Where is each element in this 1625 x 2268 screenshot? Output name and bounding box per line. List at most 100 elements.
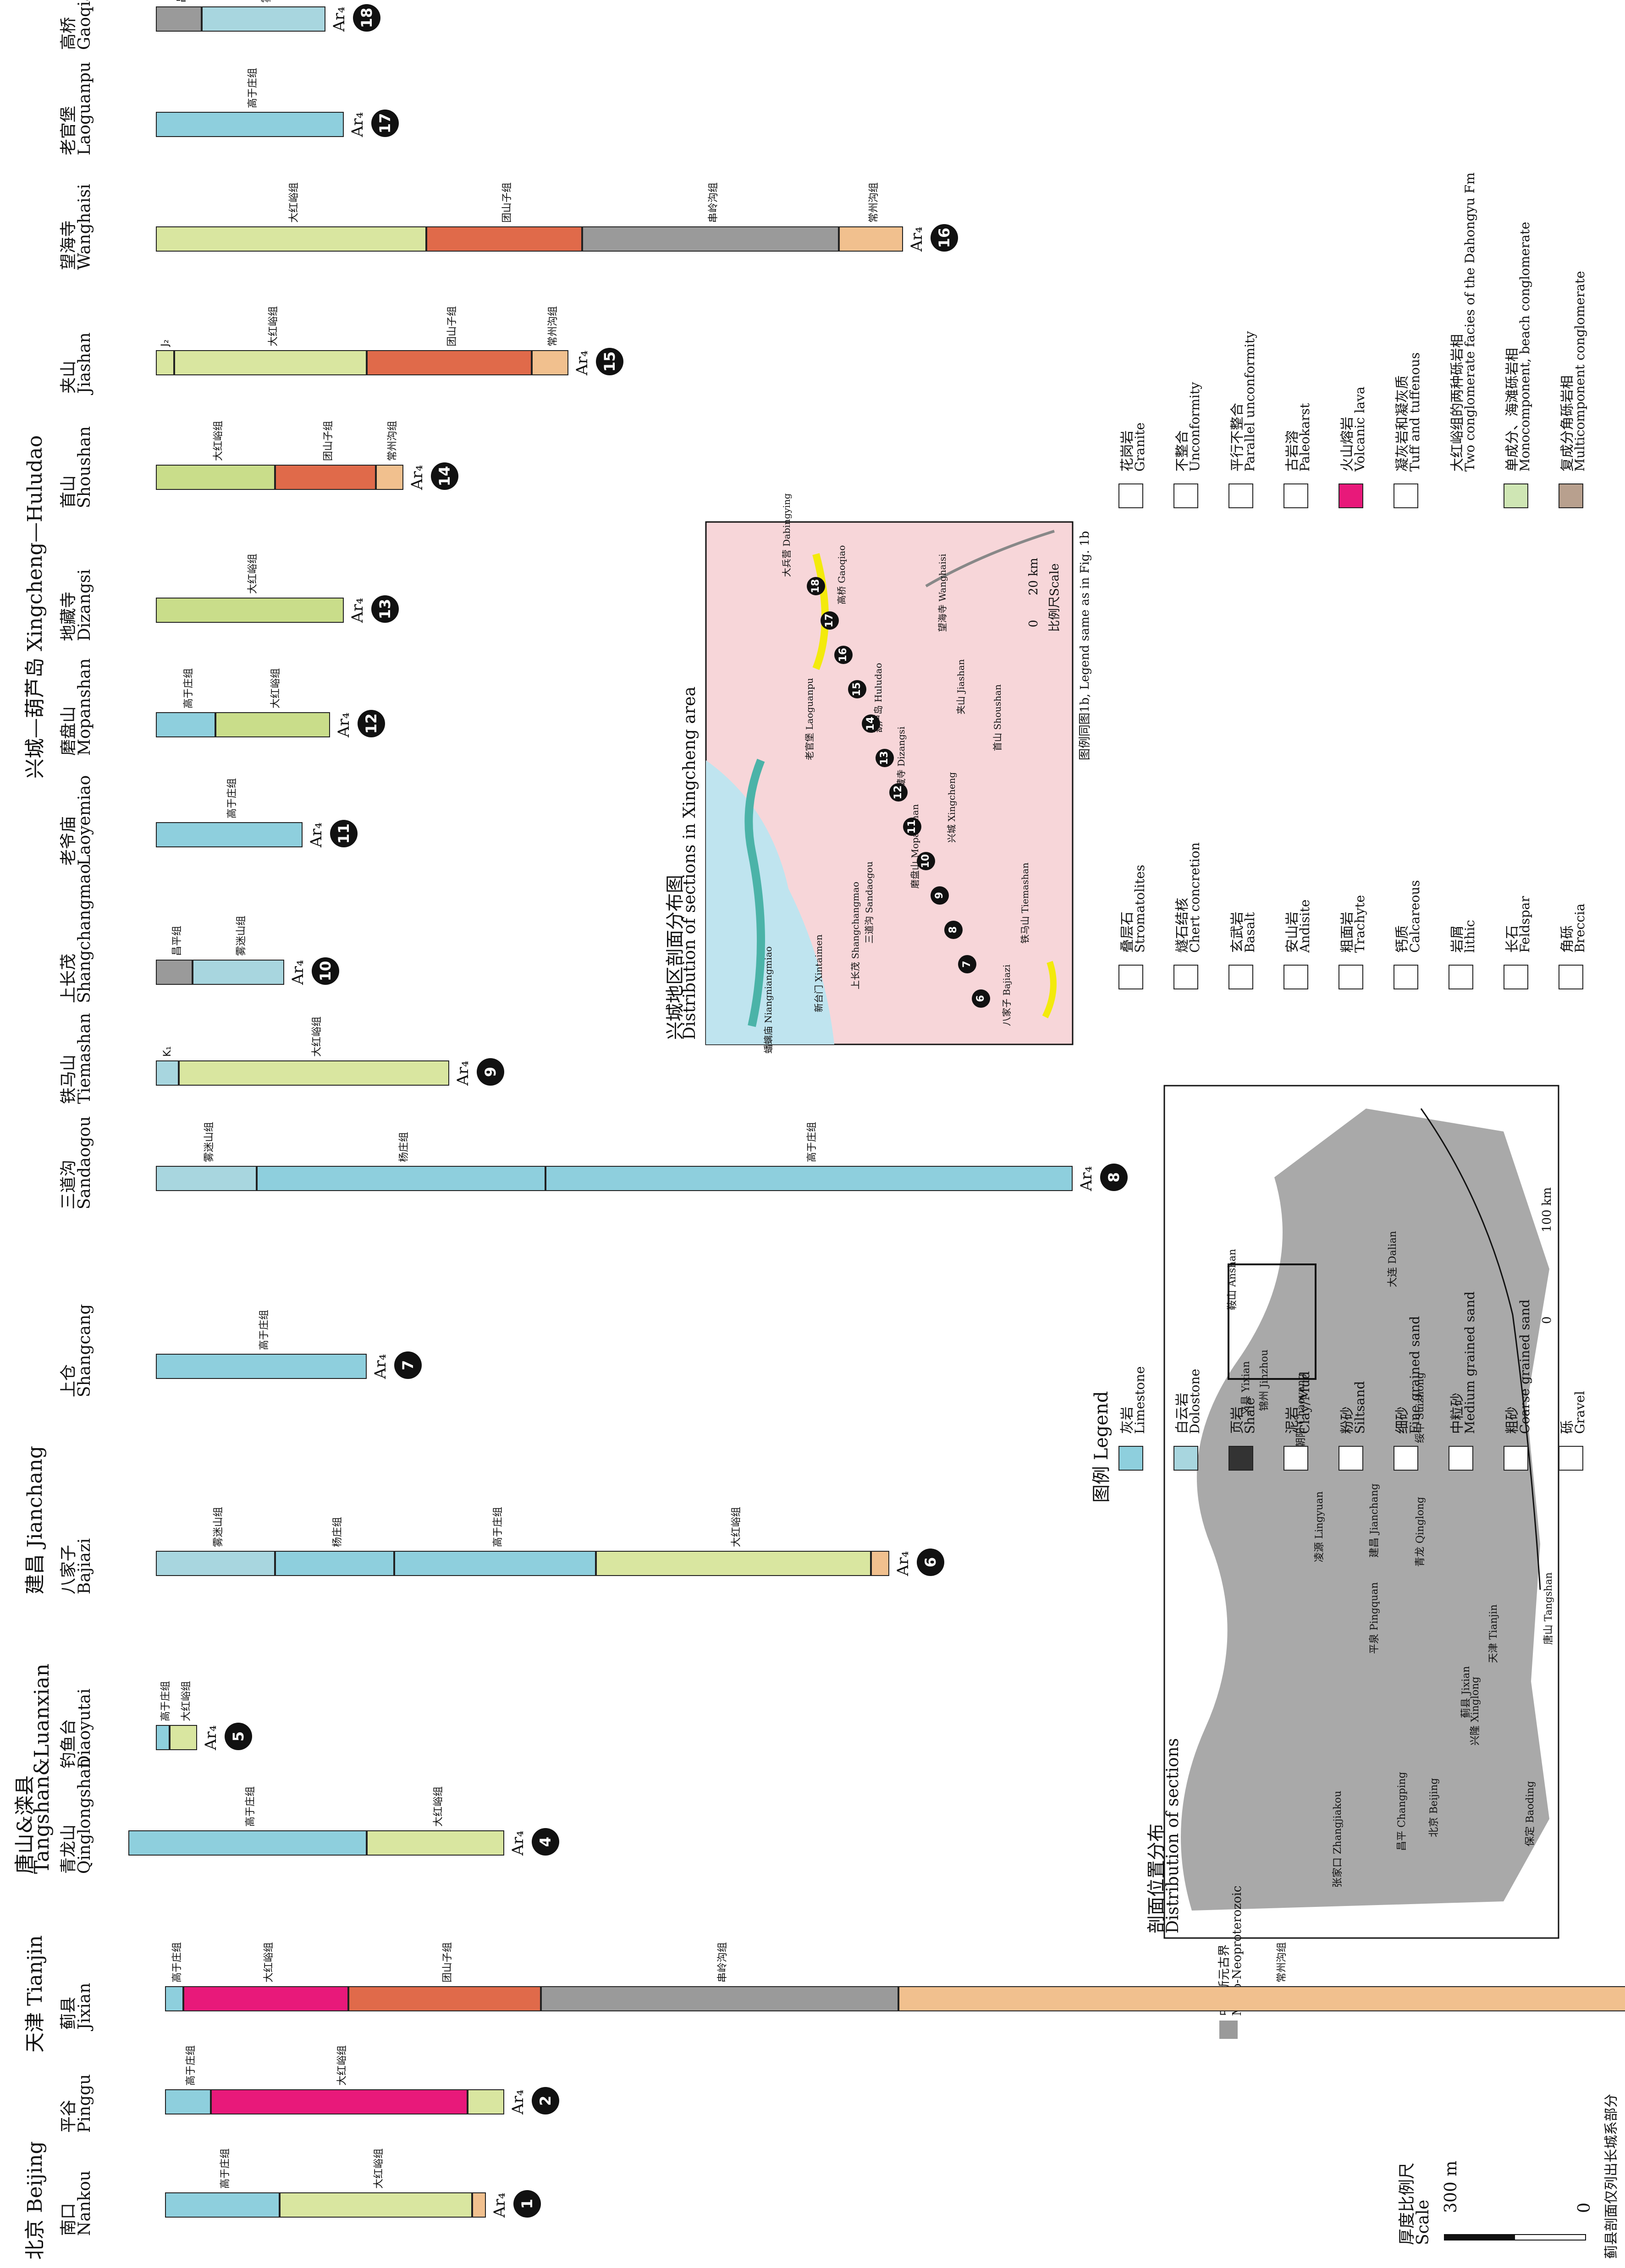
regional-map-svg: [1163, 1085, 1559, 1939]
legend-swatch-clay: [1283, 1446, 1308, 1471]
legend-swatch-basalt: [1228, 965, 1253, 989]
legend-swatch-granite: [1118, 483, 1143, 508]
unit-block: [156, 465, 275, 490]
section-name-en: Wanghaisi: [75, 184, 94, 270]
unit-label: 高于庄组: [806, 1121, 818, 1162]
inset-section-marker: 17: [821, 611, 839, 630]
unit-label: 大红峪组: [336, 2045, 348, 2086]
unit-label: 高于庄组: [171, 1942, 183, 1982]
basement-label: Ar₄: [330, 6, 348, 32]
legend-label-en: Stromatolites: [1132, 864, 1147, 953]
section-number: 5: [225, 1723, 252, 1750]
unit-label: 团山子组: [446, 306, 458, 346]
legend-swatch-mono: [1504, 483, 1528, 508]
section-name-en: Jixian: [75, 1982, 94, 2030]
inset-place-label: 高桥 Gaoqiao: [836, 545, 847, 604]
unit-block: [156, 6, 202, 32]
legend-swatch-tuff: [1394, 483, 1418, 508]
legend-swatch-gravel: [1559, 1446, 1583, 1471]
map-legend-swatch: [1219, 2021, 1238, 2039]
unit-label: 雾迷山组: [236, 915, 247, 956]
unit-block: [170, 1725, 197, 1750]
unit-block: [156, 1725, 170, 1750]
unit-label: 杨庄组: [398, 1131, 410, 1162]
section-name-en: Shoushan: [75, 426, 94, 508]
inset-place-label: 三道沟 Sandaogou: [864, 861, 875, 944]
section-number: 8: [1100, 1164, 1128, 1191]
region-xingcheng: 兴城—葫芦岛 Xingcheng—Huludao: [23, 435, 47, 779]
legend-label-en: Feldspar: [1517, 896, 1532, 953]
unit-label: 大红峪组: [268, 306, 279, 346]
inset-section-marker: 15: [848, 680, 866, 698]
legend-label-en: Chert concretion: [1187, 842, 1202, 953]
legend-label-en: Andisite: [1297, 899, 1312, 953]
inset-place-label: 铁马山 Tiemashan: [1019, 862, 1030, 944]
section-name-en: Gaoqiao: [75, 0, 94, 50]
legend-swatch-coarse: [1504, 1446, 1528, 1471]
unit-block: [257, 1166, 545, 1191]
unit-label: 高于庄组: [245, 1786, 256, 1827]
inset-scale-val: 20 km: [1027, 558, 1041, 595]
region-beijing: 北京 Beijing: [23, 2141, 47, 2260]
regional-map: 剖面位置分布 Distribution of sections 中、新元古界 M…: [1137, 1076, 1595, 2048]
section-number: 9: [477, 1058, 504, 1086]
unit-label: 高于庄组: [185, 2045, 197, 2086]
legend-label-en: Breccia: [1572, 903, 1587, 953]
legend-swatch-parallel: [1228, 483, 1253, 508]
legend-swatch-lava: [1339, 483, 1363, 508]
section-name-en: Diaoyutai: [75, 1688, 94, 1768]
unit-label: 常州沟组: [868, 182, 880, 223]
unit-label: 高于庄组: [220, 2148, 231, 2189]
legend-swatch-fine: [1394, 1446, 1418, 1471]
unit-block: [156, 1166, 257, 1191]
unit-block: [165, 2089, 211, 2114]
inset-place-label: 蟠螭庙 Niangniangmiao: [763, 946, 774, 1054]
unit-block: [898, 1986, 1625, 2011]
unit-label: 大红峪组: [181, 1680, 192, 1721]
unit-label: 大红峪组: [433, 1786, 444, 1827]
unit-label: 高于庄组: [226, 778, 238, 818]
section-number: 14: [431, 462, 458, 490]
legend: 图例 Legend 灰岩 Limestone 白云岩 Dolostone 页岩 Shale…: [1082, 41, 1623, 1507]
scale-bottom-label: 0: [1575, 2202, 1594, 2213]
unit-block: [156, 1551, 275, 1576]
section-name-en: Laoguanpu: [75, 61, 94, 155]
section-name-en: Sandaogou: [75, 1116, 94, 1209]
unit-label: 串岭沟组: [717, 1942, 728, 1982]
legend-swatch-dolostone: [1173, 1446, 1198, 1471]
unit-label: 高于庄组: [247, 67, 259, 108]
legend-label-en: Limestone: [1132, 1366, 1147, 1434]
section-number: 16: [931, 224, 958, 252]
section-number: 10: [312, 957, 339, 985]
inset-section-marker: 6: [972, 989, 990, 1008]
unit-block: [156, 1060, 179, 1086]
inset-section-marker: 7: [958, 955, 976, 973]
unit-block: [376, 465, 403, 490]
unit-block: [174, 350, 367, 375]
unit-label: 大红峪组: [263, 1942, 275, 1982]
unit-label: 高于庄组: [259, 1309, 270, 1350]
legend-swatch-trachyte: [1339, 965, 1363, 989]
basement-label: Ar₄: [348, 112, 367, 137]
legend-swatch-andesite: [1283, 965, 1308, 989]
unit-block: [541, 1986, 898, 2011]
legend-swatch-silt: [1339, 1446, 1363, 1471]
unit-block: [215, 712, 330, 737]
footnote: 蓟县剖面仅列出长城系部分: [1603, 2094, 1619, 2259]
thickness-scale: 厚度比例尺 Scale 300 m 0 蓟县剖面仅列出长城系部分: [1394, 2094, 1619, 2259]
legend-label-en: Monocomponent, beach conglomerate: [1517, 221, 1532, 472]
section-name-en: Laoyemiao: [75, 775, 94, 866]
inset-section-marker: 9: [931, 886, 949, 905]
inset-scale-zero: 0: [1027, 620, 1041, 627]
scale-bar: [1444, 2234, 1586, 2241]
section-name-en: Bajiazi: [75, 1538, 94, 1594]
basement-label: Ar₄: [289, 960, 307, 985]
legend-swatch-multi: [1559, 483, 1583, 508]
inset-place-label: 磨盘山 Mopanshan: [909, 804, 920, 889]
scale-top-label: 300 m: [1442, 2160, 1460, 2213]
unit-block: [280, 2192, 472, 2218]
unit-label: 雾迷山组: [258, 0, 273, 3]
unit-label: 大红峪组: [373, 2148, 385, 2189]
legend-swatch-breccia: [1559, 965, 1583, 989]
unit-block: [156, 350, 174, 375]
